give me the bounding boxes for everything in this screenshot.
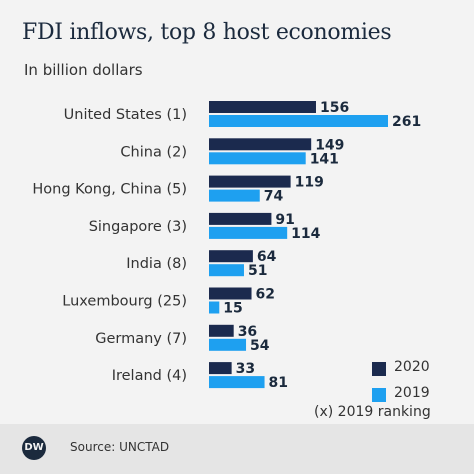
value-label-2019-united-states-1: 261 — [392, 114, 421, 130]
value-label-2020-china-2: 149 — [315, 137, 344, 153]
category-label-germany-7: Germany (7) — [95, 331, 187, 347]
value-label-2020-germany-7: 36 — [238, 324, 257, 340]
value-label-2020-ireland-4: 33 — [236, 361, 255, 377]
ranking-note: (x) 2019 ranking — [314, 404, 431, 420]
source-text: Source: UNCTAD — [70, 440, 170, 454]
category-label-singapore-3: Singapore (3) — [89, 219, 187, 235]
chart-subtitle: In billion dollars — [24, 61, 143, 79]
value-label-2019-hong-kong-china-5: 74 — [264, 189, 284, 205]
legend-swatch-2020 — [372, 362, 386, 376]
legend-swatch-2019 — [372, 388, 386, 402]
legend-label-2019: 2019 — [394, 385, 430, 401]
value-label-2019-ireland-4: 81 — [269, 375, 288, 391]
category-label-hong-kong-china-5: Hong Kong, China (5) — [32, 182, 187, 198]
value-label-2019-germany-7: 54 — [250, 338, 270, 354]
bar-2020-united-states-1 — [209, 101, 316, 113]
bar-2020-luxembourg-25 — [209, 287, 252, 300]
bar-2019-india-8 — [209, 264, 244, 277]
legend-label-2020: 2020 — [394, 359, 430, 375]
bar-2019-united-states-1 — [209, 115, 388, 127]
bar-2019-ireland-4 — [209, 376, 265, 389]
bar-2020-singapore-3 — [209, 212, 272, 225]
bar-2020-china-2 — [209, 138, 312, 151]
category-label-china-2: China (2) — [120, 144, 187, 160]
value-label-2020-united-states-1: 156 — [320, 100, 349, 116]
bar-2020-india-8 — [209, 250, 253, 263]
bar-2019-germany-7 — [209, 338, 247, 351]
category-label-ireland-4: Ireland (4) — [112, 368, 187, 384]
bar-2019-singapore-3 — [209, 226, 288, 239]
category-label-united-states-1: United States (1) — [64, 107, 187, 123]
value-label-2019-singapore-3: 114 — [291, 226, 320, 242]
category-label-india-8: India (8) — [126, 256, 187, 272]
bar-2019-hong-kong-china-5 — [209, 189, 260, 202]
bar-2019-china-2 — [209, 152, 306, 165]
value-label-2019-india-8: 51 — [248, 263, 267, 279]
value-label-2020-luxembourg-25: 62 — [256, 287, 275, 303]
bar-2020-ireland-4 — [209, 362, 232, 375]
dw-logo: DW — [22, 436, 46, 460]
chart-title: FDI inflows, top 8 host economies — [22, 20, 392, 45]
bar-2020-germany-7 — [209, 324, 234, 337]
value-label-2020-india-8: 64 — [257, 249, 277, 265]
value-label-2020-singapore-3: 91 — [275, 212, 294, 228]
footer: DW Source: UNCTAD — [0, 424, 474, 474]
value-label-2019-china-2: 141 — [310, 151, 339, 167]
value-label-2020-hong-kong-china-5: 119 — [295, 175, 324, 191]
bar-2019-luxembourg-25 — [209, 301, 220, 314]
bar-2020-hong-kong-china-5 — [209, 175, 291, 188]
category-label-luxembourg-25: Luxembourg (25) — [62, 294, 187, 310]
value-label-2019-luxembourg-25: 15 — [223, 301, 242, 317]
